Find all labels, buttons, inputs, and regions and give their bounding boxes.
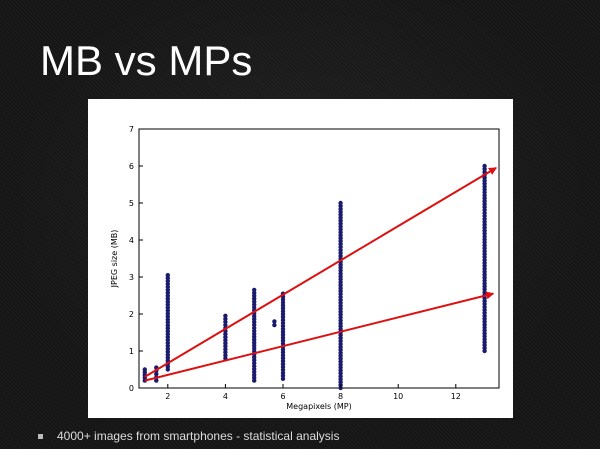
y-tick-label: 2 bbox=[129, 310, 134, 319]
data-point bbox=[223, 331, 228, 337]
x-axis-label: Megapixels (MP) bbox=[286, 402, 351, 411]
data-point bbox=[223, 316, 228, 322]
data-point bbox=[338, 200, 343, 206]
y-axis-label: JPEG size (MB) bbox=[110, 230, 119, 289]
x-tick-label: 10 bbox=[393, 392, 403, 401]
data-point bbox=[252, 287, 257, 293]
data-point bbox=[223, 347, 228, 352]
y-tick-label: 1 bbox=[129, 347, 134, 356]
data-point bbox=[165, 273, 170, 278]
x-tick-label: 4 bbox=[223, 392, 228, 401]
plot-area-frame bbox=[138, 128, 500, 389]
slide-title: MB vs MPs bbox=[40, 37, 253, 84]
y-tick-label: 5 bbox=[129, 199, 134, 208]
y-tick-label: 0 bbox=[129, 384, 134, 393]
y-tick-label: 6 bbox=[129, 162, 134, 171]
data-point bbox=[223, 322, 228, 328]
bullet-square-icon bbox=[38, 433, 43, 439]
trend-arrow-line bbox=[144, 166, 497, 378]
bullet-text: 4000+ images from smartphones - statisti… bbox=[57, 429, 340, 443]
bullet-point: 4000+ images from smartphones - statisti… bbox=[38, 429, 339, 443]
trend-arrow-line bbox=[144, 291, 495, 382]
x-tick-label: 12 bbox=[451, 392, 461, 401]
data-point bbox=[272, 322, 277, 328]
data-point bbox=[142, 367, 147, 372]
data-point bbox=[223, 338, 228, 343]
x-tick-label: 6 bbox=[280, 392, 285, 401]
x-tick-label: 8 bbox=[338, 392, 343, 401]
y-tick-label: 3 bbox=[129, 273, 134, 282]
y-tick-label: 4 bbox=[129, 236, 134, 245]
y-tick-label: 7 bbox=[129, 125, 134, 134]
data-point bbox=[154, 371, 159, 377]
x-tick-label: 2 bbox=[165, 392, 170, 401]
data-point bbox=[223, 313, 228, 318]
data-point bbox=[272, 319, 277, 324]
data-point bbox=[482, 163, 487, 169]
data-point bbox=[154, 378, 159, 383]
chart-panel: 2 4 6 8 10 12 0 1 2 3 4 5 6 7 Megapixels (MP) JPEG size… bbox=[88, 99, 513, 418]
data-point bbox=[223, 353, 228, 358]
